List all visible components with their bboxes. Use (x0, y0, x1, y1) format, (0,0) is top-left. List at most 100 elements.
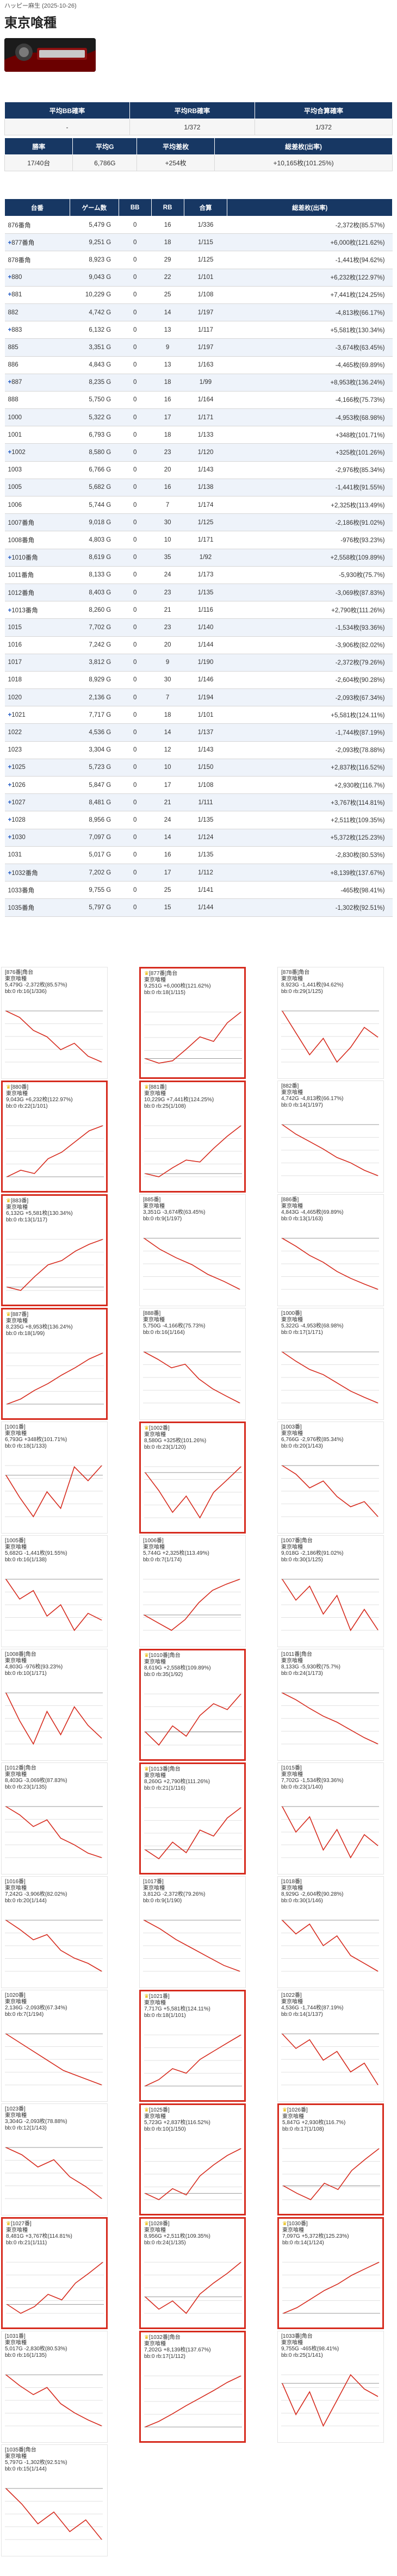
machine-graph-card[interactable]: ♛[880番] 東京喰種 9,043G +6,232枚(122.97%) bb:0 r… (1, 1081, 108, 1193)
machine-number[interactable]: 1005 (4, 479, 70, 497)
machine-graph-card[interactable]: [1006番] 東京喰種 5,744G +2,325枚(113.49%) bb:0 r… (139, 1535, 246, 1647)
breadcrumb[interactable]: ハッピー麻生 (2025-10-26) (4, 3, 77, 9)
machine-number[interactable]: 1018 (4, 671, 70, 690)
table-row[interactable]: +877番角 9,251 G 0 18 1/115 +6,000枚(121.62%) (4, 233, 393, 252)
table-row[interactable]: 882 4,742 G 0 14 1/197 -4,813枚(66.17%) (4, 303, 393, 322)
table-row[interactable]: +1002 8,580 G 0 23 1/120 +325枚(101.26%) (4, 443, 393, 462)
machine-number[interactable]: 1016 (4, 636, 70, 654)
machine-number[interactable]: 1000 (4, 408, 70, 427)
machine-number[interactable]: +1032番角 (4, 864, 70, 882)
machine-number[interactable]: 878番角 (4, 251, 70, 269)
table-row[interactable]: +887 8,235 G 0 18 1/99 +8,953枚(136.24%) (4, 374, 393, 392)
machine-number[interactable]: 882 (4, 303, 70, 322)
machine-graph-card[interactable]: ♛[1013番]角台 東京喰種 8,260G +2,790枚(111.26%) bb:… (139, 1762, 246, 1874)
machine-graph-card[interactable]: [1017番] 東京喰種 3,812G -2,372枚(79.26%) bb:0 rb… (139, 1876, 246, 1988)
machine-graph-card[interactable]: [876番]角台 東京喰種 5,479G -2,372枚(85.57%) bb:0 r… (1, 967, 108, 1079)
machine-graph-card[interactable]: ♛[1025番] 東京喰種 5,723G +2,837枚(116.52%) bb:0 … (139, 2103, 246, 2215)
table-row[interactable]: 1007番角 9,018 G 0 30 1/125 -2,186枚(91.02%) (4, 513, 393, 532)
table-row[interactable]: 1011番角 8,133 G 0 24 1/173 -5,930枚(75.7%) (4, 566, 393, 584)
machine-graph-card[interactable]: ♛[877番]角台 東京喰種 9,251G +6,000枚(121.62%) bb:0… (139, 967, 246, 1079)
machine-graph-card[interactable]: ♛[887番] 東京喰種 8,235G +8,953枚(136.24%) bb:0 r… (1, 1308, 108, 1420)
machine-graph-card[interactable]: [1018番] 東京喰種 8,929G -2,604枚(90.28%) bb:0 rb… (277, 1876, 384, 1988)
table-row[interactable]: +1010番角 8,619 G 0 35 1/92 +2,558枚(109.89%) (4, 549, 393, 567)
machine-number[interactable]: 885 (4, 338, 70, 357)
machine-graph-card[interactable]: [1022番] 東京喰種 4,536G -1,744枚(87.19%) bb:0 rb… (277, 1990, 384, 2102)
table-row[interactable]: +1028 8,956 G 0 24 1/135 +2,511枚(109.35%) (4, 811, 393, 829)
table-row[interactable]: +1025 5,723 G 0 10 1/150 +2,837枚(116.52%) (4, 759, 393, 777)
table-row[interactable]: 1023 3,304 G 0 12 1/143 -2,093枚(78.88%) (4, 741, 393, 759)
machine-number[interactable]: 1031 (4, 846, 70, 864)
machine-graph-card[interactable]: [1023番] 東京喰種 3,304G -2,093枚(78.88%) bb:0 rb… (1, 2103, 108, 2215)
machine-graph-card[interactable]: [1001番] 東京喰種 6,793G +348枚(101.71%) bb:0 rb:… (1, 1422, 108, 1534)
machine-graph-card[interactable]: [1012番]角台 東京喰種 8,403G -3,069枚(87.83%) bb:0 … (1, 1762, 108, 1874)
table-row[interactable]: 1035番角 5,797 G 0 15 1/144 -1,302枚(92.51%) (4, 898, 393, 917)
table-row[interactable]: +1013番角 8,260 G 0 21 1/116 +2,790枚(111.26%) (4, 601, 393, 619)
machine-number[interactable]: 1023 (4, 741, 70, 759)
machine-number[interactable]: +1030 (4, 829, 70, 847)
table-row[interactable]: 1031 5,017 G 0 16 1/135 -2,830枚(80.53%) (4, 846, 393, 864)
machine-graph-card[interactable]: [1031番] 東京喰種 5,017G -2,830枚(80.53%) bb:0 rb… (1, 2331, 108, 2443)
machine-graph-card[interactable]: [888番] 東京喰種 5,750G -4,166枚(75.73%) bb:0 rb:… (139, 1308, 246, 1420)
machine-graph-card[interactable]: ♛[1032番]角台 東京喰種 7,202G +8,139枚(137.67%) bb:… (139, 2331, 246, 2443)
table-row[interactable]: +1027 8,481 G 0 21 1/111 +3,767枚(114.81%) (4, 793, 393, 812)
table-row[interactable]: 876番角 5,479 G 0 16 1/336 -2,372枚(85.57%) (4, 216, 393, 234)
table-row[interactable]: 885 3,351 G 0 9 1/197 -3,674枚(63.45%) (4, 338, 393, 357)
machine-number[interactable]: 1007番角 (4, 513, 70, 532)
machine-number[interactable]: 1001 (4, 426, 70, 444)
table-row[interactable]: 1015 7,702 G 0 23 1/140 -1,534枚(93.36%) (4, 618, 393, 637)
machine-number[interactable]: +1002 (4, 443, 70, 462)
machine-graph-card[interactable]: [1008番]角台 東京喰種 4,803G -976枚(93.23%) bb:0 rb… (1, 1649, 108, 1761)
table-row[interactable]: 1008番角 4,803 G 0 10 1/171 -976枚(93.23%) (4, 531, 393, 549)
table-row[interactable]: +1026 5,847 G 0 17 1/108 +2,930枚(116.7%) (4, 776, 393, 794)
machine-graph-card[interactable]: [1020番] 東京喰種 2,136G -2,093枚(67.34%) bb:0 rb… (1, 1990, 108, 2102)
table-row[interactable]: 1012番角 8,403 G 0 23 1/135 -3,069枚(87.83%) (4, 584, 393, 602)
table-row[interactable]: 1022 4,536 G 0 14 1/137 -1,744枚(87.19%) (4, 723, 393, 742)
machine-graph-card[interactable]: [1035番]角台 東京喰種 5,797G -1,302枚(92.51%) bb:0 … (1, 2444, 108, 2556)
table-row[interactable]: 1033番角 9,755 G 0 25 1/141 -465枚(98.41%) (4, 881, 393, 899)
machine-graph-card[interactable]: ♛[1002番] 東京喰種 8,580G +325枚(101.26%) bb:0 rb… (139, 1422, 246, 1534)
table-row[interactable]: 1001 6,793 G 0 18 1/133 +348枚(101.71%) (4, 426, 393, 444)
machine-graph-card[interactable]: [878番]角台 東京喰種 8,923G -1,441枚(94.62%) bb:0 r… (277, 967, 384, 1079)
machine-graph-card[interactable]: ♛[1010番]角台 東京喰種 8,619G +2,558枚(109.89%) bb:… (139, 1649, 246, 1761)
table-row[interactable]: 1017 3,812 G 0 9 1/190 -2,372枚(79.26%) (4, 654, 393, 672)
machine-number[interactable]: 1003 (4, 461, 70, 479)
machine-number[interactable]: +1013番角 (4, 601, 70, 619)
machine-graph-card[interactable]: [1007番]角台 東京喰種 9,018G -2,186枚(91.02%) bb:0 … (277, 1535, 384, 1647)
table-row[interactable]: 888 5,750 G 0 16 1/164 -4,166枚(75.73%) (4, 391, 393, 409)
machine-number[interactable]: +1028 (4, 811, 70, 829)
machine-graph-card[interactable]: [1005番] 東京喰種 5,682G -1,441枚(91.55%) bb:0 rb… (1, 1535, 108, 1647)
machine-graph-card[interactable]: [1011番]角台 東京喰種 8,133G -5,930枚(75.7%) bb:0 r… (277, 1649, 384, 1761)
machine-number[interactable]: 1008番角 (4, 531, 70, 549)
machine-number[interactable]: +1025 (4, 759, 70, 777)
machine-number[interactable]: 876番角 (4, 216, 70, 234)
table-row[interactable]: 1000 5,322 G 0 17 1/171 -4,953枚(68.98%) (4, 408, 393, 427)
machine-number[interactable]: 888 (4, 391, 70, 409)
machine-number[interactable]: 1035番角 (4, 898, 70, 917)
machine-graph-card[interactable]: ♛[1028番] 東京喰種 8,956G +2,511枚(109.35%) bb:0 … (139, 2217, 246, 2329)
machine-number[interactable]: +1021 (4, 706, 70, 724)
machine-number[interactable]: +883 (4, 321, 70, 339)
machine-number[interactable]: +1010番角 (4, 549, 70, 567)
table-row[interactable]: 886 4,843 G 0 13 1/163 -4,465枚(69.89%) (4, 356, 393, 374)
table-row[interactable]: +1030 7,097 G 0 14 1/124 +5,372枚(125.23%) (4, 829, 393, 847)
machine-graph-card[interactable]: [1003番] 東京喰種 6,766G -2,976枚(85.34%) bb:0 rb… (277, 1422, 384, 1534)
machine-graph-card[interactable]: ♛[1026番] 東京喰種 5,847G +2,930枚(116.7%) bb:0 r… (277, 2103, 384, 2215)
table-row[interactable]: 878番角 8,923 G 0 29 1/125 -1,441枚(94.62%) (4, 251, 393, 269)
machine-number[interactable]: 1033番角 (4, 881, 70, 899)
machine-graph-card[interactable]: ♛[1030番] 東京喰種 7,097G +5,372枚(125.23%) bb:0 … (277, 2217, 384, 2329)
machine-number[interactable]: +887 (4, 374, 70, 392)
machine-graph-card[interactable]: [886番] 東京喰種 4,843G -4,465枚(69.89%) bb:0 rb:… (277, 1194, 384, 1306)
table-row[interactable]: 1016 7,242 G 0 20 1/144 -3,906枚(82.02%) (4, 636, 393, 654)
machine-graph-card[interactable]: ♛[1027番] 東京喰種 8,481G +3,767枚(114.81%) bb:0 … (1, 2217, 108, 2329)
machine-graph-card[interactable]: [882番] 東京喰種 4,742G -4,813枚(66.17%) bb:0 rb:… (277, 1081, 384, 1193)
table-row[interactable]: 1020 2,136 G 0 7 1/194 -2,093枚(67.34%) (4, 688, 393, 707)
table-row[interactable]: +883 6,132 G 0 13 1/117 +5,581枚(130.34%) (4, 321, 393, 339)
table-row[interactable]: 1005 5,682 G 0 16 1/138 -1,441枚(91.55%) (4, 479, 393, 497)
machine-number[interactable]: +877番角 (4, 233, 70, 252)
machine-number[interactable]: 1011番角 (4, 566, 70, 584)
table-row[interactable]: +1021 7,717 G 0 18 1/101 +5,581枚(124.11%) (4, 706, 393, 724)
machine-graph-card[interactable]: ♛[1021番] 東京喰種 7,717G +5,581枚(124.11%) bb:0 … (139, 1990, 246, 2102)
table-row[interactable]: +880 9,043 G 0 22 1/101 +6,232枚(122.97%) (4, 269, 393, 287)
machine-number[interactable]: 1012番角 (4, 584, 70, 602)
machine-number[interactable]: 1017 (4, 654, 70, 672)
